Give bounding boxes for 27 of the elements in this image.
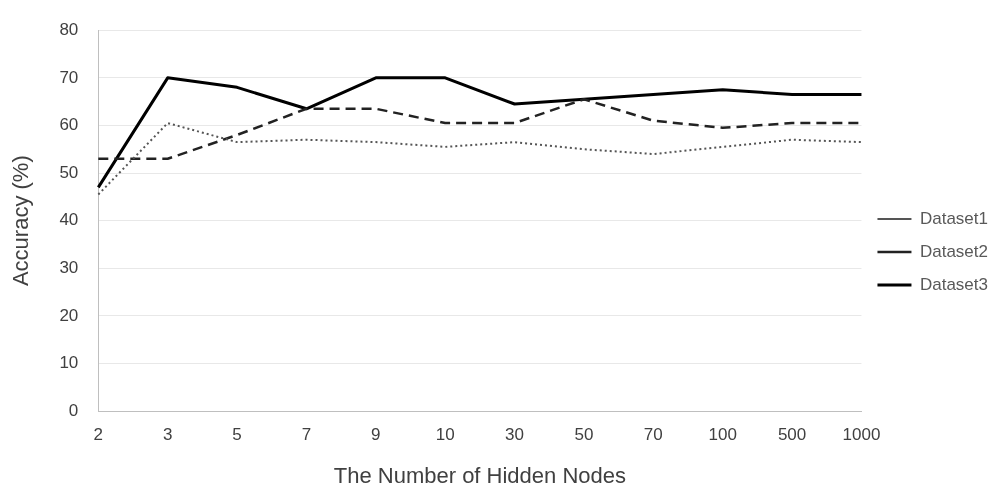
y-tick-label: 20 bbox=[59, 305, 79, 325]
x-tick-label: 10 bbox=[435, 425, 455, 445]
x-tick-label: 2 bbox=[93, 425, 104, 445]
x-tick-label: 7 bbox=[301, 425, 312, 445]
y-tick-label: 50 bbox=[59, 162, 79, 182]
x-tick-label: 100 bbox=[708, 425, 737, 445]
x-tick-label: 500 bbox=[777, 425, 807, 445]
y-tick-label: 10 bbox=[59, 353, 79, 373]
y-tick-label: 30 bbox=[59, 258, 79, 278]
x-tick-label: 30 bbox=[505, 425, 525, 445]
legend-label: Dataset2 bbox=[919, 241, 989, 261]
legend-label: Dataset1 bbox=[919, 208, 989, 228]
x-tick-label: 9 bbox=[371, 425, 381, 445]
x-axis-title: The Number of Hidden Nodes bbox=[333, 462, 627, 488]
legend-label: Dataset3 bbox=[919, 274, 989, 294]
y-tick-label: 40 bbox=[59, 210, 79, 230]
y-axis-title: Accuracy (%) bbox=[8, 155, 34, 287]
x-tick-label: 50 bbox=[574, 425, 594, 445]
line-series bbox=[97, 122, 863, 196]
y-tick-label: 60 bbox=[59, 115, 79, 135]
x-tick-label: 70 bbox=[643, 425, 663, 445]
y-tick-label: 70 bbox=[59, 67, 79, 87]
y-tick-label: 0 bbox=[68, 400, 79, 420]
x-tick-label: 5 bbox=[232, 425, 242, 445]
y-tick-label: 80 bbox=[59, 19, 79, 39]
x-tick-label: 1000 bbox=[842, 425, 881, 445]
x-tick-label: 3 bbox=[162, 425, 173, 445]
